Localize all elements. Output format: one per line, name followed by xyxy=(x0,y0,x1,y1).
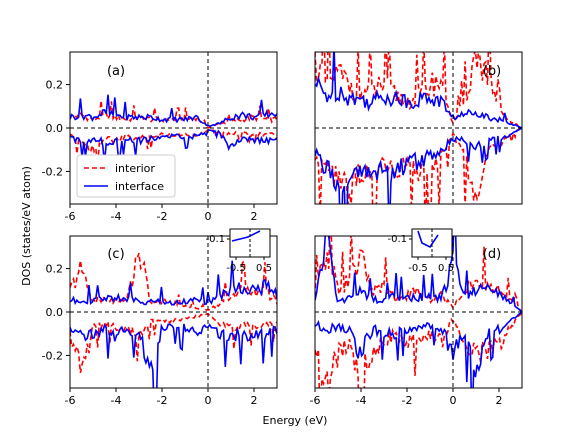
panel-c-tag: (c) xyxy=(107,247,124,262)
inset-ytick-label: -0.1 xyxy=(387,234,407,245)
panel-c-interior-down-line xyxy=(70,312,277,374)
panel-b-tag: (b) xyxy=(483,64,501,79)
panel-b: (b) xyxy=(314,51,523,205)
panel-d: -6 -4 -2 0 2 (d) -0.5 0.5 -0.1 xyxy=(310,228,523,407)
panel-b-frame xyxy=(314,51,523,205)
panel-d-xtick-label: -4 xyxy=(356,394,367,407)
panel-a-xtick-label: 0 xyxy=(205,210,212,223)
panel-d-xtick-label: 2 xyxy=(496,394,503,407)
panel-a-ytick-label: 0.0 xyxy=(46,122,64,135)
inset-curve xyxy=(231,230,261,242)
panel-a-interface-up-line xyxy=(70,94,277,128)
panel-c-interface-up-line xyxy=(70,260,277,306)
inset-xtick-label: 0.5 xyxy=(438,263,454,274)
panel-a-ytick-label: -0.2 xyxy=(42,165,63,178)
inset-xtick-label: 0.5 xyxy=(256,263,272,274)
legend: interior interface xyxy=(76,154,176,198)
inset-frame xyxy=(229,228,271,258)
legend-interior-label: interior xyxy=(115,162,155,175)
panel-d-xtick-label: -6 xyxy=(310,394,321,407)
panel-d-interior-down-line xyxy=(315,311,522,388)
panel-c-inset: -0.5 0.5 -0.1 xyxy=(205,228,272,274)
panel-c-xtick-label: 2 xyxy=(251,394,258,407)
panel-c-ytick-label: 0.2 xyxy=(46,263,64,276)
panel-c-ytick-label: 0.0 xyxy=(46,306,64,319)
legend-interface-label: interface xyxy=(115,180,164,193)
panel-a-ytick-label: 0.2 xyxy=(46,79,64,92)
panel-a: -6 -4 -2 0 2 -0.2 0.0 0.2 (a) interior interface xyxy=(42,51,278,223)
panel-b-interface-up-line xyxy=(315,52,522,129)
ylabel: DOS (states/eV atom) xyxy=(20,166,33,286)
panel-a-xtick-label: -4 xyxy=(111,210,122,223)
panel-d-tag: (d) xyxy=(483,247,501,262)
panel-a-xtick-label: 2 xyxy=(251,210,258,223)
panel-c-interior-up-line xyxy=(70,252,277,311)
panel-a-xtick-label: -6 xyxy=(65,210,76,223)
panel-c-xtick-label: 0 xyxy=(205,394,212,407)
inset-ytick-label: -0.1 xyxy=(205,234,225,245)
panel-b-interior-up-line xyxy=(315,52,522,129)
inset-curve xyxy=(417,230,439,249)
panel-d-inset: -0.5 0.5 -0.1 xyxy=(387,228,454,274)
panel-c-xtick-label: -6 xyxy=(65,394,76,407)
panel-c-xtick-label: -4 xyxy=(111,394,122,407)
panel-c-ytick-label: -0.2 xyxy=(42,349,63,362)
panel-c-xtick-label: -2 xyxy=(157,394,168,407)
panel-d-interface-down-line xyxy=(315,311,522,388)
panel-d-xtick-label: -2 xyxy=(402,394,413,407)
panel-c-curves xyxy=(70,252,277,388)
panel-d-interface-up-line xyxy=(315,236,522,313)
panel-a-xtick-label: -2 xyxy=(157,210,168,223)
panel-b-interface-down-line xyxy=(315,127,522,204)
inset-xtick-label: -0.5 xyxy=(408,263,428,274)
panel-c-interface-down-line xyxy=(70,323,277,388)
panel-d-interior-up-line xyxy=(315,236,522,313)
xlabel: Energy (eV) xyxy=(263,414,328,427)
panel-a-tag: (a) xyxy=(107,64,125,79)
inset-xtick-label: -0.5 xyxy=(226,263,246,274)
panels: -6 -4 -2 0 2 -0.2 0.0 0.2 (a) interior interface (b… xyxy=(42,51,523,407)
panel-c: -6 -4 -2 0 2 -0.2 0.0 0.2 (c) -0.5 0.5 -0.1 xyxy=(42,228,278,407)
panel-b-curves xyxy=(315,52,522,204)
panel-d-xtick-label: 0 xyxy=(450,394,457,407)
panel-d-curves xyxy=(315,236,522,388)
